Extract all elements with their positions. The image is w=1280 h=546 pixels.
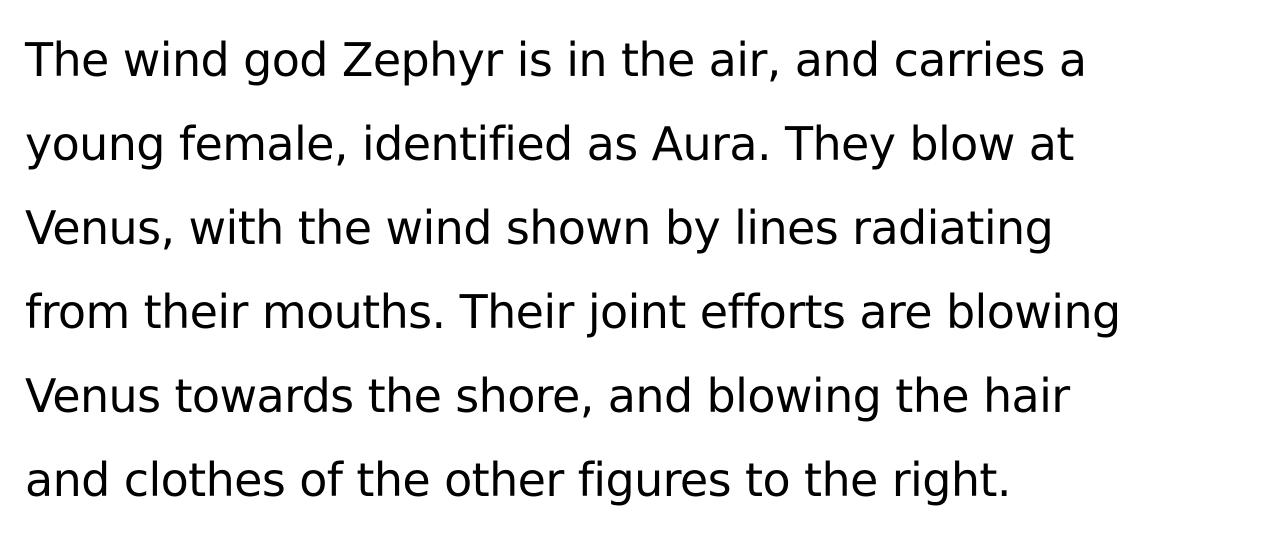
text-line: young female, identified as Aura. They b… — [25, 117, 1074, 171]
text-line: Venus, with the wind shown by lines radi… — [25, 201, 1054, 255]
body-paragraph: The wind god Zephyr is in the air, and c… — [25, 18, 1121, 522]
text-line: Venus towards the shore, and blowing the… — [25, 369, 1070, 423]
text-line: The wind god Zephyr is in the air, and c… — [25, 33, 1087, 87]
text-line: from their mouths. Their joint efforts a… — [25, 285, 1121, 339]
text-line: and clothes of the other figures to the … — [25, 453, 1011, 507]
